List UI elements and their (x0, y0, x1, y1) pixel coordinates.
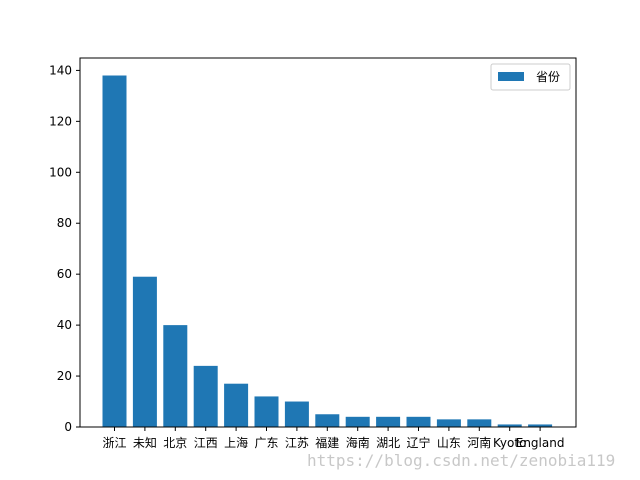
bar-1 (132, 276, 157, 427)
x-tick-label-13: Kyoto (493, 436, 527, 450)
x-tick-label-10: 辽宁 (406, 435, 430, 450)
x-tick-label-6: 江苏 (285, 436, 309, 450)
x-tick-label-8: 海南 (346, 435, 370, 450)
y-tick-label-4: 80 (57, 216, 72, 230)
plot-frame (79, 57, 577, 428)
y-tick-label-5: 100 (49, 165, 72, 179)
bar-12 (467, 419, 492, 427)
bar-6 (284, 401, 309, 427)
x-tick-label-0: 浙江 (102, 436, 126, 450)
bar-14 (528, 424, 553, 427)
bar-9 (376, 416, 401, 427)
legend: 省份 (490, 63, 571, 91)
x-tick-label-5: 广东 (254, 436, 278, 450)
bar-13 (497, 424, 522, 427)
y-tick-label-7: 140 (49, 63, 72, 77)
bar-0 (102, 75, 127, 427)
x-tick-label-4: 上海 (224, 435, 248, 450)
bars-group (102, 75, 553, 427)
watermark: https://blog.csdn.net/zenobia119 (307, 451, 615, 470)
bar-2 (163, 325, 188, 427)
bar-8 (345, 416, 370, 427)
x-tick-label-3: 江西 (194, 436, 218, 450)
x-tick-label-11: 山东 (437, 436, 461, 450)
y-axis: 0 20 40 60 80 100 120 140 (49, 63, 80, 434)
y-tick-label-3: 60 (57, 267, 72, 281)
y-tick-label-6: 120 (49, 114, 72, 128)
x-tick-label-1: 未知 (133, 436, 157, 450)
bar-3 (193, 365, 218, 427)
bar-7 (315, 414, 340, 427)
y-tick-label-0: 0 (64, 420, 72, 434)
bar-4 (224, 383, 249, 427)
x-tick-label-7: 福建 (315, 435, 339, 450)
x-tick-label-14: England (516, 436, 565, 450)
y-tick-label-2: 40 (57, 318, 72, 332)
bar-11 (436, 419, 461, 427)
x-tick-label-2: 北京 (163, 436, 187, 450)
x-tick-label-9: 湖北 (376, 435, 400, 450)
legend-box (490, 63, 571, 91)
x-tick-label-12: 河南 (467, 435, 491, 450)
bar-10 (406, 416, 431, 427)
bar-5 (254, 396, 279, 427)
legend-label: 省份 (536, 70, 560, 84)
legend-swatch (498, 72, 524, 81)
y-tick-label-1: 20 (57, 369, 72, 383)
